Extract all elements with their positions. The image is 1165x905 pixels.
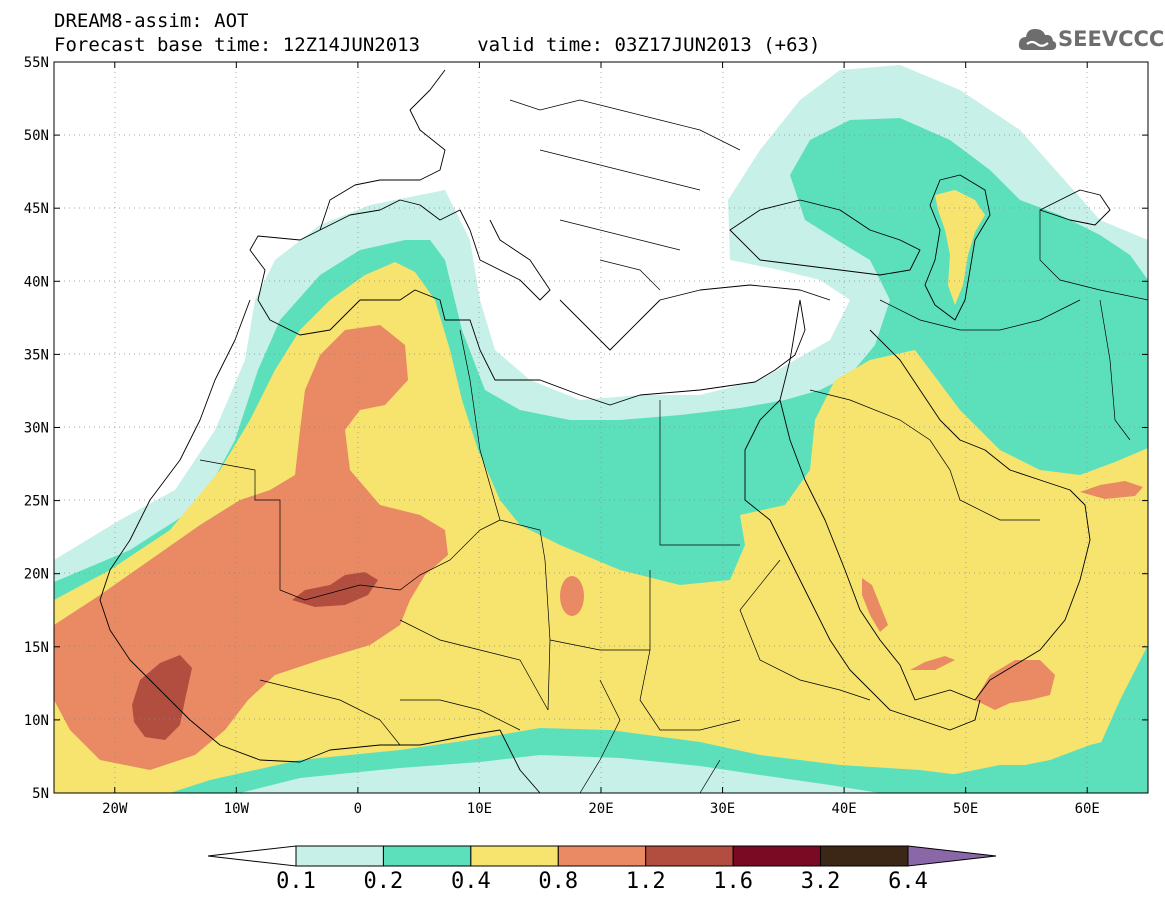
coastlines <box>99 69 1111 794</box>
logo-text: SEEVCCC <box>1058 27 1165 51</box>
seevccc-logo: SEEVCCC <box>1018 24 1164 58</box>
aot-band-0.8-yemen <box>910 656 955 670</box>
longitude-labels: 20W 10W 0 10E 20E 30E 40E 50E 60E <box>102 62 1100 817</box>
lon-label: 20E <box>588 801 613 817</box>
lon-label: 50E <box>953 801 978 817</box>
aot-band-0.8-chad <box>560 576 584 616</box>
colorbar-high-arrow <box>907 845 997 867</box>
colorbar: 0.1 0.2 0.4 0.8 1.2 1.6 3.2 6.4 <box>207 845 997 894</box>
colorbar-label: 3.2 <box>801 869 841 894</box>
lat-label: 50N <box>24 128 49 144</box>
chart-subtitle-times: Forecast base time: 12Z14JUN2013 valid t… <box>54 34 821 56</box>
aot-band-1.2-mali <box>292 572 378 607</box>
colorbar-swatch <box>382 845 472 867</box>
colorbar-swatch <box>557 845 647 867</box>
aot-band-0.8-redsea <box>862 578 888 632</box>
colorbar-swatch <box>732 845 822 867</box>
colorbar-label: 0.8 <box>538 869 578 894</box>
colorbar-swatch <box>645 845 734 867</box>
aot-band-0.8-gulf <box>1080 481 1143 499</box>
lat-label: 25N <box>24 494 49 510</box>
aot-band-1.2-guinea <box>132 655 192 740</box>
lon-label: 10E <box>467 801 492 817</box>
aot-band-0.8-oman <box>975 660 1055 710</box>
lon-label: 10W <box>224 801 250 817</box>
aot-band-0.4-caspian <box>935 190 985 305</box>
lon-label: 30E <box>710 801 735 817</box>
lon-label: 20W <box>102 801 128 817</box>
colorbar-label: 0.4 <box>451 869 491 894</box>
colorbar-low-arrow <box>207 845 297 867</box>
country-borders <box>199 99 1149 794</box>
lat-label: 30N <box>24 421 49 437</box>
map-gridlines <box>54 62 1148 793</box>
latitude-labels: 55N 50N 45N 40N 35N 30N 25N 20N 15N 10N 5N <box>24 55 1148 802</box>
lat-label: 45N <box>24 201 49 217</box>
lon-label: 0 <box>354 801 362 817</box>
colorbar-swatch <box>470 845 559 867</box>
colorbar-label: 6.4 <box>888 869 928 894</box>
chart-title: DREAM8-assim: AOT <box>54 10 249 32</box>
colorbar-label: 0.1 <box>276 869 316 894</box>
aot-band-0.8 <box>54 325 448 770</box>
lat-label: 5N <box>32 786 49 802</box>
lat-label: 10N <box>24 713 49 729</box>
aot-band-south-0.1 <box>240 755 880 793</box>
colorbar-label: 0.2 <box>364 869 404 894</box>
colorbar-label: 1.6 <box>713 869 753 894</box>
lat-label: 20N <box>24 567 49 583</box>
colorbar-label: 1.2 <box>626 869 666 894</box>
colorbar-swatch <box>820 845 909 867</box>
lat-label: 15N <box>24 640 49 656</box>
colorbar-swatch <box>295 845 384 867</box>
lon-label: 60E <box>1075 801 1100 817</box>
lat-label: 55N <box>24 55 49 71</box>
lat-label: 35N <box>24 347 49 363</box>
lon-label: 40E <box>831 801 856 817</box>
cloud-icon <box>1018 29 1057 50</box>
lat-label: 40N <box>24 274 49 290</box>
